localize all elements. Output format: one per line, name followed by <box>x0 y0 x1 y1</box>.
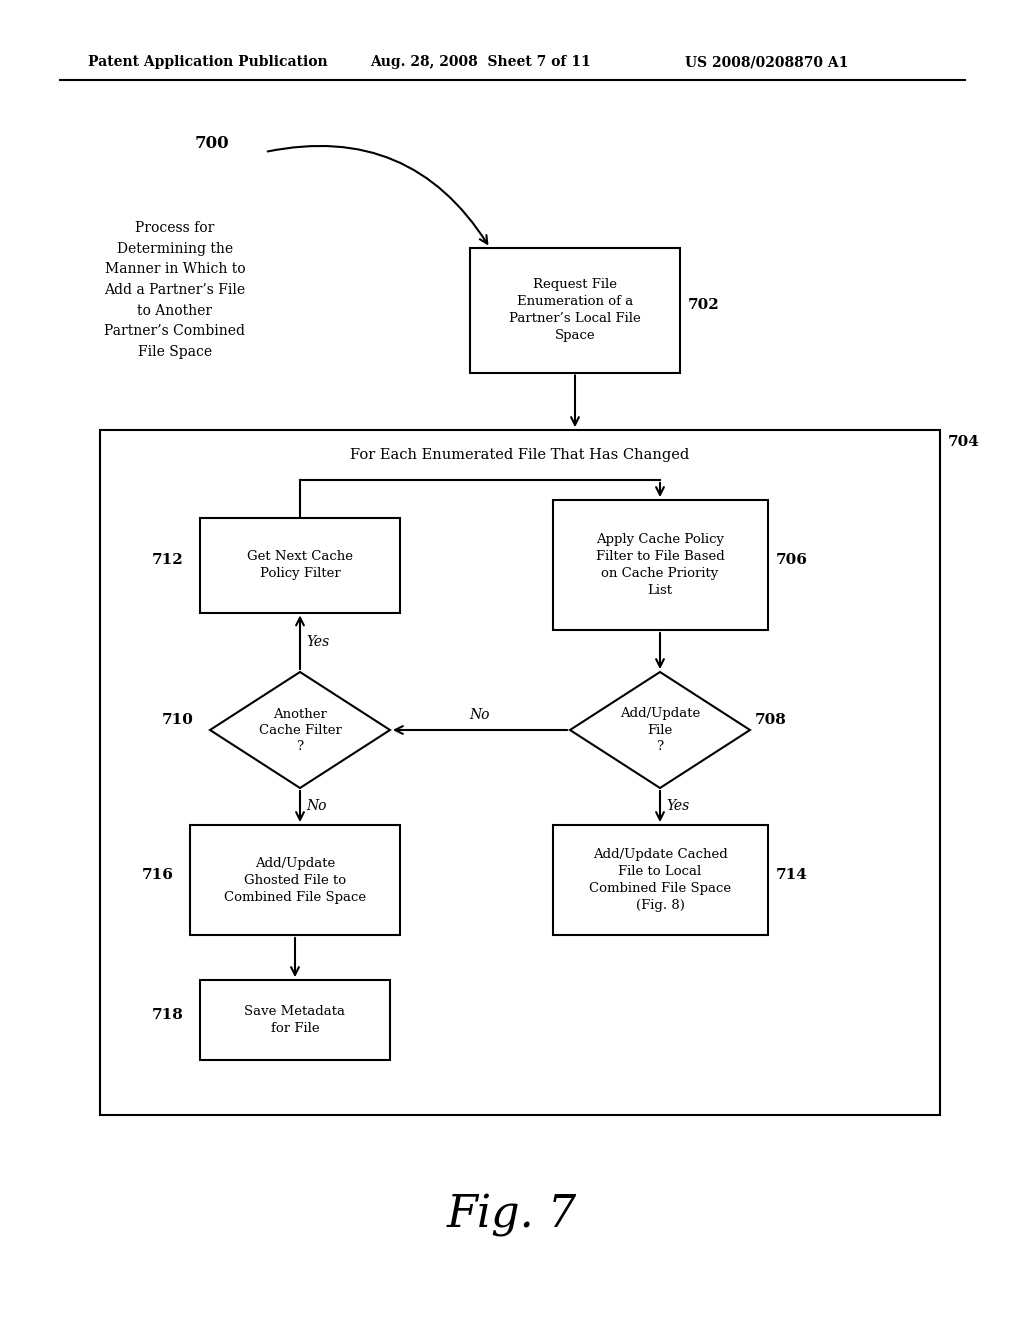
Text: 718: 718 <box>152 1008 184 1022</box>
Text: No: No <box>306 800 327 813</box>
Text: 710: 710 <box>162 713 194 727</box>
Text: Get Next Cache
Policy Filter: Get Next Cache Policy Filter <box>247 550 353 579</box>
Text: Save Metadata
for File: Save Metadata for File <box>245 1005 345 1035</box>
Text: 700: 700 <box>195 135 229 152</box>
Text: Request File
Enumeration of a
Partner’s Local File
Space: Request File Enumeration of a Partner’s … <box>509 279 641 342</box>
FancyBboxPatch shape <box>553 500 768 630</box>
FancyBboxPatch shape <box>200 517 400 612</box>
FancyBboxPatch shape <box>470 248 680 372</box>
Text: Fig. 7: Fig. 7 <box>446 1193 578 1237</box>
Text: 714: 714 <box>775 869 807 882</box>
Text: 712: 712 <box>152 553 183 568</box>
Text: Process for
Determining the
Manner in Which to
Add a Partner’s File
to Another
P: Process for Determining the Manner in Wh… <box>104 222 246 359</box>
Text: 716: 716 <box>142 869 174 882</box>
Text: 708: 708 <box>755 713 786 727</box>
Text: Apply Cache Policy
Filter to File Based
on Cache Priority
List: Apply Cache Policy Filter to File Based … <box>596 533 724 597</box>
Polygon shape <box>210 672 390 788</box>
Text: Add/Update
File
?: Add/Update File ? <box>620 708 700 752</box>
Text: For Each Enumerated File That Has Changed: For Each Enumerated File That Has Change… <box>350 447 689 462</box>
Text: Yes: Yes <box>306 635 330 649</box>
FancyBboxPatch shape <box>200 979 390 1060</box>
Polygon shape <box>570 672 750 788</box>
Text: Aug. 28, 2008  Sheet 7 of 11: Aug. 28, 2008 Sheet 7 of 11 <box>370 55 591 69</box>
FancyBboxPatch shape <box>190 825 400 935</box>
FancyBboxPatch shape <box>553 825 768 935</box>
Text: 704: 704 <box>948 436 980 449</box>
Text: Patent Application Publication: Patent Application Publication <box>88 55 328 69</box>
Text: 702: 702 <box>688 298 720 312</box>
Bar <box>100 430 940 1115</box>
Text: Yes: Yes <box>666 800 689 813</box>
Text: US 2008/0208870 A1: US 2008/0208870 A1 <box>685 55 848 69</box>
Text: 706: 706 <box>775 553 807 568</box>
Text: No: No <box>470 708 490 722</box>
Text: Another
Cache Filter
?: Another Cache Filter ? <box>259 708 341 752</box>
Text: Add/Update
Ghosted File to
Combined File Space: Add/Update Ghosted File to Combined File… <box>224 857 366 903</box>
Text: Add/Update Cached
File to Local
Combined File Space
(Fig. 8): Add/Update Cached File to Local Combined… <box>589 847 731 912</box>
